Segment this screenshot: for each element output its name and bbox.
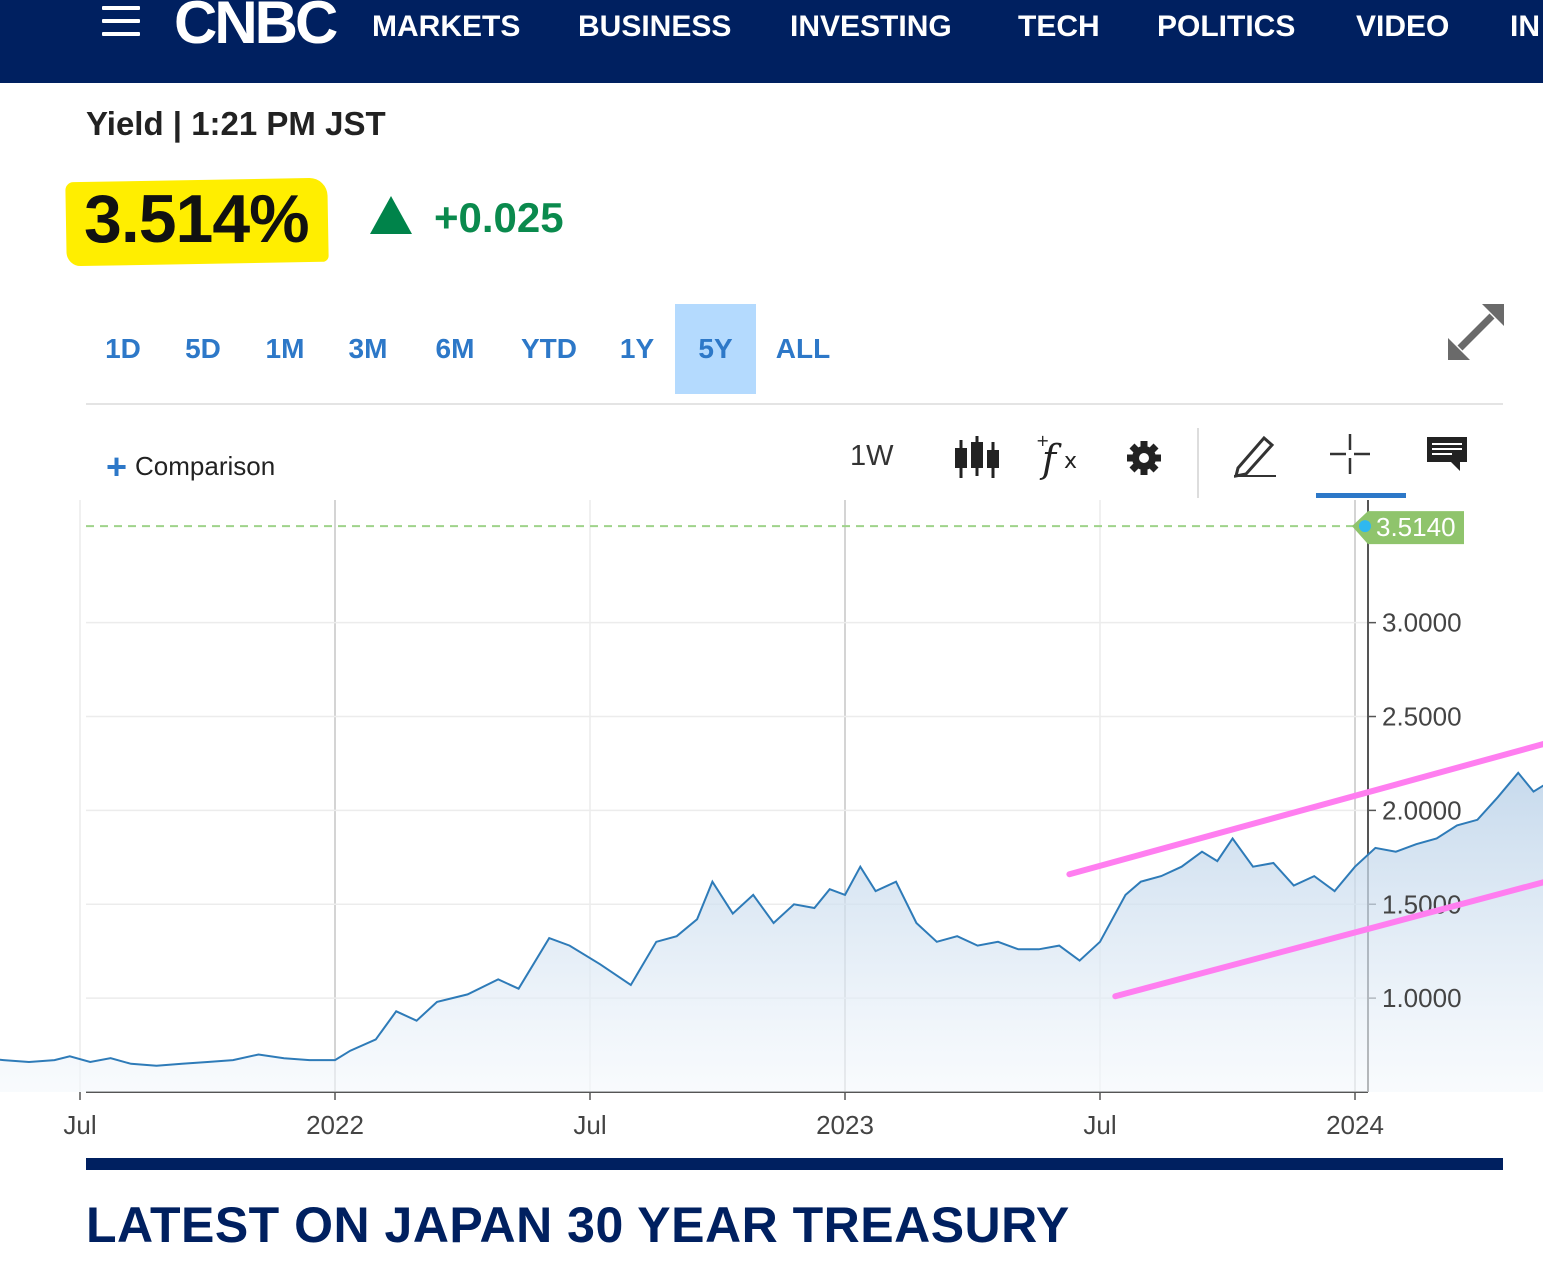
range-5d[interactable]: 5D	[185, 333, 221, 364]
yield-chart[interactable]: Jul2022Jul2023Jul2024Jul2025Jul3.00002.5…	[0, 500, 1543, 1160]
section-rule	[86, 1158, 1503, 1170]
range-6m[interactable]: 6M	[435, 333, 475, 364]
cnbc-logo[interactable]: CNBC	[174, 0, 338, 56]
last-value-dot	[1359, 520, 1371, 533]
nav-video[interactable]: VIDEO	[1356, 10, 1450, 43]
x-tick-label: Jul	[1083, 1110, 1116, 1140]
top-navigation-bar: CNBC MARKETS BUSINESS INVESTING TECH POL…	[0, 0, 1543, 83]
pencil-icon[interactable]	[1230, 432, 1280, 478]
yield-series-line	[0, 771, 1543, 1067]
x-tick-label: 2022	[306, 1110, 364, 1140]
last-value-label: 3.5140	[1376, 512, 1456, 542]
upper-channel-line	[1066, 741, 1543, 878]
x-tick-label: 2023	[816, 1110, 874, 1140]
x-tick-label: Jul	[63, 1110, 96, 1140]
svg-text:x: x	[1064, 449, 1077, 474]
candlestick-icon[interactable]	[952, 432, 1002, 482]
y-tick-label: 1.0000	[1382, 983, 1462, 1013]
comparison-label: Comparison	[135, 451, 276, 481]
range-1y[interactable]: 1Y	[619, 333, 655, 364]
comparison-button[interactable]: + Comparison	[106, 446, 275, 488]
range-1d[interactable]: 1D	[105, 333, 141, 364]
toolbar-separator	[1197, 428, 1199, 498]
active-tool-underline	[1316, 493, 1406, 498]
y-tick-label: 2.5000	[1382, 702, 1462, 732]
yield-timestamp-label: Yield | 1:21 PM JST	[86, 105, 386, 142]
y-tick-label: 2.0000	[1382, 795, 1462, 825]
nav-more-truncated[interactable]: IN	[1510, 10, 1540, 43]
comment-icon[interactable]	[1426, 436, 1468, 472]
last-value-badge	[1352, 511, 1464, 545]
hamburger-menu-icon[interactable]	[102, 6, 140, 38]
gear-icon[interactable]	[1124, 438, 1164, 478]
range-1m[interactable]: 1M	[265, 333, 305, 364]
interval-selector[interactable]: 1W	[850, 440, 894, 472]
svg-text:+: +	[1036, 432, 1049, 450]
range-3m[interactable]: 3M	[348, 333, 388, 364]
nav-tech[interactable]: TECH	[1018, 10, 1100, 43]
y-tick-label: 3.0000	[1382, 608, 1462, 638]
nav-markets[interactable]: MARKETS	[372, 10, 521, 43]
svg-text:f: f	[1039, 437, 1062, 481]
section-title: LATEST ON JAPAN 30 YEAR TREASURY	[86, 1197, 1070, 1253]
range-ytd[interactable]: YTD	[521, 333, 577, 364]
plus-icon: +	[106, 446, 128, 487]
crosshair-icon[interactable]	[1328, 432, 1372, 476]
nav-investing[interactable]: INVESTING	[790, 10, 952, 43]
current-yield-value: 3.514%	[84, 181, 310, 257]
up-arrow-icon	[370, 196, 412, 234]
yield-area-fill	[0, 772, 1543, 1092]
function-icon[interactable]: + f x	[1034, 432, 1084, 482]
expand-icon[interactable]	[1446, 302, 1506, 362]
x-tick-label: Jul	[573, 1110, 606, 1140]
nav-politics[interactable]: POLITICS	[1157, 10, 1296, 43]
range-all[interactable]: ALL	[775, 333, 831, 364]
yield-change-value: +0.025	[434, 194, 564, 241]
lower-channel-line	[1112, 879, 1543, 1000]
range-divider	[86, 403, 1503, 405]
x-tick-label: 2024	[1326, 1110, 1384, 1140]
range-5y[interactable]: 5Y	[675, 304, 756, 394]
nav-business[interactable]: BUSINESS	[578, 10, 732, 43]
